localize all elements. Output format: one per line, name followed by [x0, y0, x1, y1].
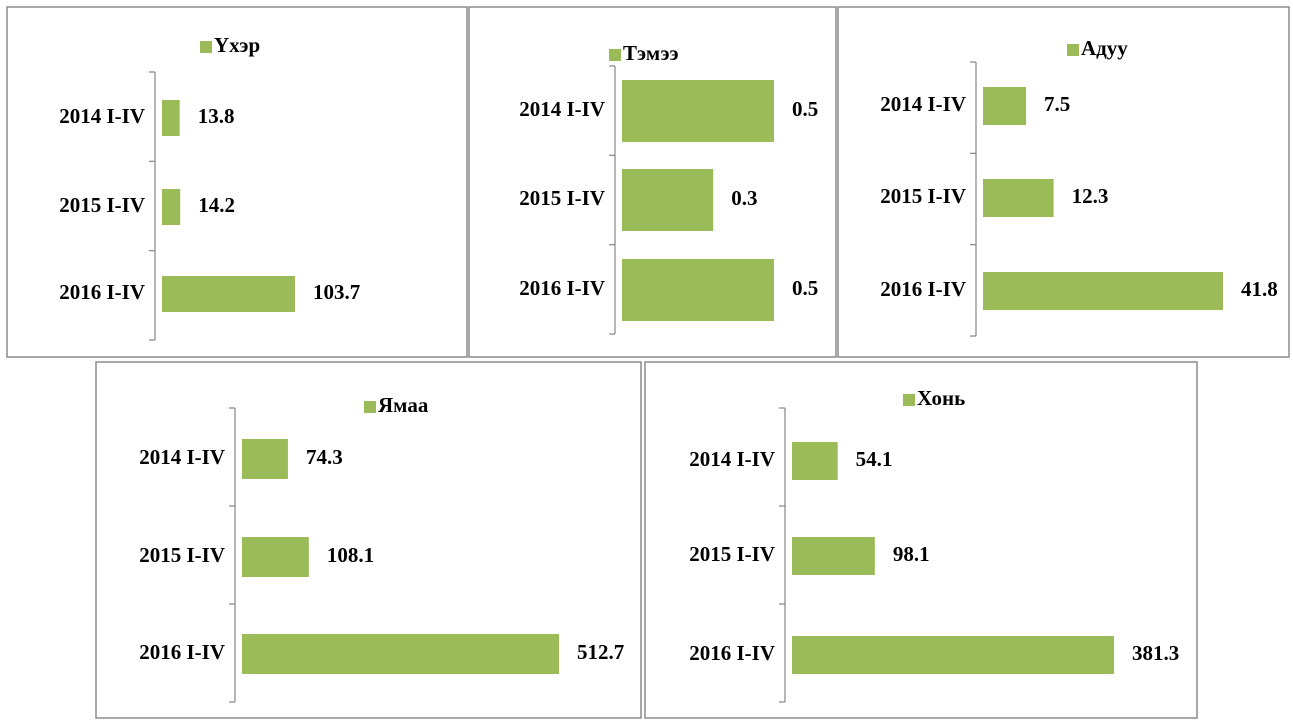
value-label: 54.1 — [856, 447, 893, 471]
bar — [242, 439, 288, 479]
value-label: 12.3 — [1072, 184, 1109, 208]
value-label: 108.1 — [327, 543, 374, 567]
category-label: 2015 I-IV — [139, 543, 225, 567]
chart-panel: Тэмээ 2014 I-IV 0.5 2015 I-IV 0.3 2016 I-IV 0.… — [468, 6, 837, 358]
bar — [983, 87, 1027, 125]
bar — [983, 272, 1223, 310]
bar — [242, 537, 309, 577]
legend-swatch — [903, 394, 915, 406]
value-label: 13.8 — [198, 104, 235, 128]
bar — [792, 537, 875, 575]
value-label: 0.5 — [792, 276, 818, 300]
value-label: 512.7 — [577, 640, 624, 664]
bar — [622, 80, 774, 142]
category-label: 2015 I-IV — [880, 184, 966, 208]
category-label: 2014 I-IV — [519, 97, 605, 121]
legend-label: Тэмээ — [623, 41, 679, 65]
legend-swatch — [200, 41, 212, 53]
value-label: 14.2 — [198, 193, 235, 217]
chart-panel: Ямаа 2014 I-IV 74.3 2015 I-IV 108.1 2016 I-IV… — [95, 361, 642, 719]
value-label: 103.7 — [313, 280, 360, 304]
value-label: 0.3 — [731, 186, 757, 210]
category-label: 2014 I-IV — [59, 104, 145, 128]
category-label: 2015 I-IV — [519, 186, 605, 210]
legend-label: Ямаа — [378, 393, 429, 417]
category-label: 2016 I-IV — [880, 277, 966, 301]
legend-swatch — [609, 49, 621, 61]
legend-swatch — [1067, 44, 1079, 56]
legend-label: Адуу — [1081, 36, 1128, 60]
category-label: 2016 I-IV — [689, 641, 775, 665]
bar — [622, 169, 714, 231]
category-label: 2016 I-IV — [139, 640, 225, 664]
bar — [983, 179, 1054, 217]
legend-label: Үхэр — [214, 33, 260, 57]
category-label: 2014 I-IV — [880, 92, 966, 116]
value-label: 41.8 — [1241, 277, 1278, 301]
bar — [622, 259, 774, 321]
bar — [792, 442, 838, 480]
value-label: 0.5 — [792, 97, 818, 121]
value-label: 74.3 — [306, 445, 343, 469]
value-label: 381.3 — [1132, 641, 1179, 665]
bar — [162, 189, 181, 225]
legend-label: Хонь — [917, 386, 965, 410]
category-label: 2016 I-IV — [59, 280, 145, 304]
chart-panel: Үхэр 2014 I-IV 13.8 2015 I-IV 14.2 2016 I-IV 1… — [6, 6, 468, 358]
bar — [242, 634, 559, 674]
category-label: 2014 I-IV — [689, 447, 775, 471]
bar — [162, 100, 180, 136]
bar — [162, 276, 295, 312]
value-label: 98.1 — [893, 542, 930, 566]
value-label: 7.5 — [1044, 92, 1070, 116]
chart-panel: Хонь 2014 I-IV 54.1 2015 I-IV 98.1 2016 I-IV 3… — [644, 361, 1198, 719]
legend-swatch — [364, 401, 376, 413]
category-label: 2014 I-IV — [139, 445, 225, 469]
category-label: 2015 I-IV — [59, 193, 145, 217]
category-label: 2016 I-IV — [519, 276, 605, 300]
category-label: 2015 I-IV — [689, 542, 775, 566]
bar — [792, 636, 1114, 674]
chart-panel: Адуу 2014 I-IV 7.5 2015 I-IV 12.3 2016 I-IV 41… — [837, 6, 1290, 358]
